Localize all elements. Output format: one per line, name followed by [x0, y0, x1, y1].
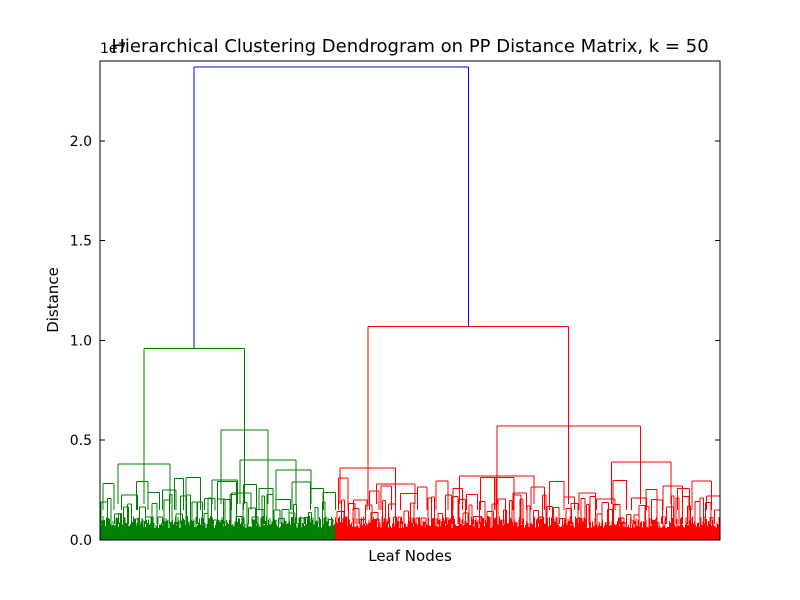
y-tick-label: 2.0 — [70, 134, 92, 150]
x-axis-label: Leaf Nodes — [368, 547, 452, 565]
y-offset-label: 1e7 — [100, 41, 126, 57]
y-tick-label: 0.5 — [70, 433, 92, 449]
y-tick-label: 1.0 — [70, 333, 92, 349]
y-tick-label: 1.5 — [70, 234, 92, 250]
plot-frame — [99, 60, 721, 541]
cluster-a — [99, 347, 337, 540]
chart-title: Hierarchical Clustering Dendrogram on PP… — [111, 36, 708, 57]
plot-area — [99, 66, 721, 540]
y-axis-label: Distance — [44, 267, 62, 333]
cluster-b — [335, 325, 721, 540]
top-merge — [193, 66, 469, 349]
y-axis-ticks: 0.0 0.5 1.0 1.5 2.0 — [70, 134, 720, 549]
y-tick-label: 0.0 — [70, 533, 92, 549]
